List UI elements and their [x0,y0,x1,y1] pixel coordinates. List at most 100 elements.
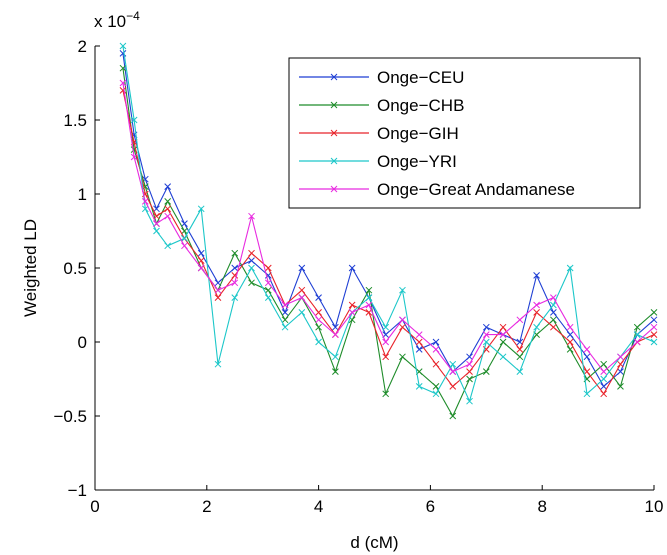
data-point [197,205,205,213]
data-point [533,272,540,279]
data-point [382,353,390,361]
data-point [153,205,160,213]
x-axis-label: d (cM) [350,533,398,552]
x-tick-label: 10 [645,497,664,516]
data-point [466,397,473,405]
data-point [432,338,440,346]
y-tick-label: −0.5 [53,407,87,426]
data-point [633,331,641,338]
data-point [482,331,490,338]
data-point [197,257,205,264]
data-point [181,227,188,235]
data-point [365,286,373,294]
data-point [181,220,188,227]
data-point [197,249,205,257]
data-point [466,353,473,361]
data-point [382,390,390,398]
data-point [231,249,239,257]
data-point [499,323,507,331]
data-point [583,346,591,353]
data-point [298,294,306,301]
data-point [231,294,239,301]
data-point [164,183,172,190]
data-point [264,286,272,294]
legend-marker [330,129,338,137]
data-point [482,338,490,346]
data-point [633,338,641,346]
y-tick-label: 0.5 [63,259,87,278]
data-point [281,323,289,331]
data-point [650,331,658,338]
y-multiplier-base: x 10 [94,12,126,31]
data-point [382,323,390,331]
legend-marker [330,101,338,109]
data-point [119,50,127,57]
data-point [516,346,524,353]
data-point [482,368,490,375]
data-point [164,212,172,220]
legend-label: Onge−GIH [377,124,459,143]
x-ticks: 0 2 4 6 8 10 [90,485,663,516]
legend-label: Onge−YRI [377,152,457,171]
data-point [264,264,272,272]
data-point [181,235,188,242]
data-point [516,368,524,375]
data-point [153,212,160,220]
data-point [516,353,524,361]
data-point [566,338,574,346]
data-point [583,353,591,361]
data-point [466,375,473,383]
data-point [315,309,322,316]
data-point [533,301,540,309]
y-multiplier-exp: −4 [126,9,140,23]
series-4 [119,79,658,375]
series-line [122,45,655,403]
data-point [566,331,574,338]
data-point [332,323,339,331]
data-point [248,257,255,264]
data-point [365,301,373,309]
data-point [566,264,574,272]
data-point [315,338,322,346]
x-tick-label: 6 [426,497,435,516]
data-point [566,346,574,353]
data-point [650,316,658,324]
data-point [415,331,423,338]
legend-marker [330,73,338,81]
series-line [122,53,655,388]
data-point [141,198,149,205]
x-tick-label: 4 [314,497,323,516]
data-point [650,338,658,346]
data-point [164,198,172,205]
data-point [382,338,390,346]
data-point [399,353,406,361]
x-tick-label: 8 [537,497,546,516]
data-point [248,212,255,220]
data-point [432,360,440,368]
y-axis-label: Weighted LD [21,219,40,317]
data-point [181,242,188,250]
data-point [315,323,322,331]
data-point [482,323,490,331]
data-point [214,294,222,301]
data-point [600,383,608,390]
y-tick-label: 1.5 [63,111,87,130]
x-tick-label: 0 [90,497,99,516]
data-point [298,264,306,272]
data-point [315,316,322,324]
data-point [298,309,306,316]
data-point [533,323,540,331]
data-point [415,346,423,353]
data-point [119,87,127,94]
data-point [141,205,149,213]
data-point [550,316,557,324]
data-point [332,331,339,338]
data-point [281,316,289,324]
data-point [633,323,641,331]
data-point [153,227,160,235]
data-point [550,323,557,331]
data-point [432,390,440,398]
data-point [499,331,507,338]
data-point [650,309,658,316]
